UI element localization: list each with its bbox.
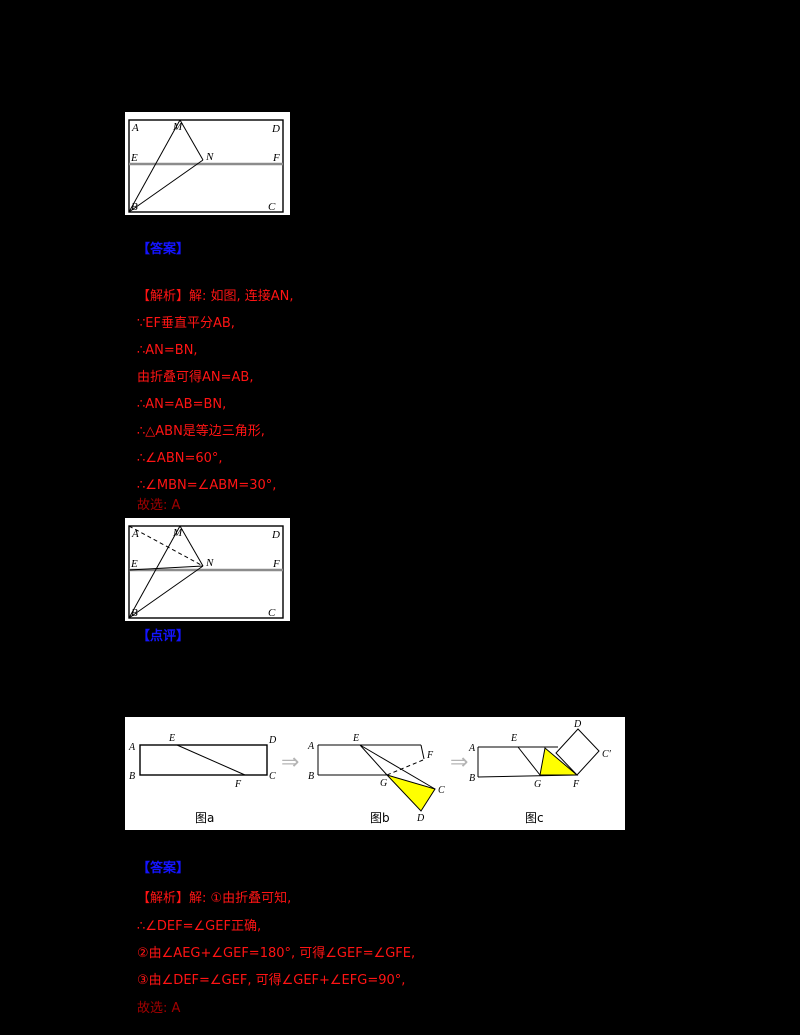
fig-b-segment-ec: [359, 744, 436, 790]
vertex-label-f: F: [572, 779, 580, 790]
solution-line: ∴AN=AB=BN,: [137, 397, 227, 412]
vertex-label-e: E: [130, 558, 138, 570]
vertex-label-f: F: [426, 750, 434, 761]
fold-sequence-drawing: A B E D C F 图a ⇒ A B: [128, 719, 612, 825]
vertex-label-a: A: [468, 743, 476, 754]
vertex-label-a: A: [307, 741, 315, 752]
geometry-figure-1: A M D E N F B C: [125, 112, 290, 215]
fold-sequence-panel: A B E D C F 图a ⇒ A B: [125, 717, 625, 830]
vertex-label-d: D: [271, 123, 280, 135]
fig-b-yellow-flap: [385, 774, 436, 812]
vertex-label-e: E: [130, 152, 138, 164]
arrow-right-icon: ⇒: [450, 750, 468, 775]
solution-line: ∴△ABN是等边三角形,: [137, 424, 265, 439]
solution-line: ∴∠ABN=60°,: [137, 451, 223, 466]
answer-label-2: 【答案】: [137, 861, 190, 876]
vertex-label-m: M: [172, 527, 183, 539]
vertex-label-b: B: [308, 771, 314, 782]
vertex-label-d: D: [268, 735, 277, 746]
vertex-label-d: D: [271, 529, 280, 541]
figure1-drawing: A M D E N F B C: [128, 119, 284, 213]
comment-label: 【点评】: [137, 629, 190, 644]
fig-b-caption: 图b: [370, 811, 390, 825]
solution-line: ∵EF垂直平分AB,: [137, 316, 235, 331]
figure2-segment-bm: [128, 525, 181, 619]
vertex-label-f: F: [272, 152, 280, 164]
figure2-segment-bn: [128, 565, 204, 619]
figure2-segment-mn: [179, 525, 204, 567]
vertex-label-e: E: [510, 733, 517, 744]
solution-line: ②由∠AEG+∠GEF=180°, 可得∠GEF=∠GFE,: [137, 946, 416, 961]
solution-line: ③由∠DEF=∠GEF, 可得∠GEF+∠EFG=90°,: [137, 973, 406, 988]
vertex-label-e: E: [352, 733, 359, 744]
fig-c-caption: 图c: [525, 811, 544, 825]
conclusion-line-1: 故选: A: [137, 498, 181, 513]
vertex-label-f: F: [234, 779, 242, 790]
vertex-label-n: N: [205, 557, 214, 569]
fig-b-dashed-gf: [386, 759, 424, 776]
figure2-segment-en: [128, 565, 204, 571]
fig-c-folded-square: [555, 728, 600, 776]
figure1-rectangle: [128, 119, 284, 213]
conclusion-line-2: 故选: A: [137, 1001, 181, 1016]
vertex-label-c: C: [268, 201, 276, 213]
vertex-label-g: G: [380, 778, 387, 789]
fig-a-crease-ef: [176, 744, 246, 776]
solution-line: 由折叠可得AN=AB,: [137, 370, 254, 385]
fig-c-bottom-edge: [477, 774, 578, 778]
solution-line: 【解析】解: ①由折叠可知,: [137, 891, 292, 906]
vertex-label-c: C: [269, 771, 276, 782]
arrow-right-icon: ⇒: [281, 750, 299, 775]
vertex-label-g: G: [534, 779, 541, 790]
vertex-label-n: N: [205, 151, 214, 163]
fig-c-crease-eg: [517, 746, 541, 776]
fig-a-caption: 图a: [195, 811, 214, 825]
figure1-segment-mn: [179, 119, 204, 161]
vertex-label-c: C: [438, 785, 445, 796]
figure2-rectangle: [128, 525, 284, 619]
vertex-label-b: B: [469, 773, 475, 784]
vertex-label-f: F: [272, 558, 280, 570]
vertex-label-a: A: [131, 528, 139, 540]
vertex-label-b: B: [131, 607, 138, 619]
figure1-segment-bn: [128, 159, 204, 213]
solution-line: 【解析】解: 如图, 连接AN,: [137, 289, 294, 304]
fig-a-rectangle: [139, 744, 268, 776]
figure1-segment-bm: [128, 119, 181, 213]
vertex-label-m: M: [172, 121, 183, 133]
fig-b-right-edge: [420, 744, 425, 760]
vertex-label-d: D: [416, 813, 425, 824]
vertex-label-a: A: [128, 742, 136, 753]
fig-c: A B E G F D C′ 图c: [468, 719, 612, 825]
vertex-label-c-prime: C′: [602, 749, 612, 760]
solution-line: ∴∠DEF=∠GEF正确,: [137, 919, 262, 934]
fig-b: A B E F G C D 图b: [307, 733, 445, 825]
vertex-label-e: E: [168, 733, 175, 744]
vertex-label-d: D: [573, 719, 582, 730]
geometry-figure-2: A M D E N F B C: [125, 518, 290, 621]
vertex-label-b: B: [131, 201, 138, 213]
fig-a: A B E D C F 图a: [128, 733, 277, 825]
vertex-label-b: B: [129, 771, 135, 782]
solution-line: ∴∠MBN=∠ABM=30°,: [137, 478, 277, 493]
answer-label-1: 【答案】: [137, 242, 190, 257]
vertex-label-c: C: [268, 607, 276, 619]
fig-b-crease-eg: [359, 744, 388, 776]
solution-line: ∴AN=BN,: [137, 343, 198, 358]
figure2-dashed-an: [128, 525, 204, 567]
vertex-label-a: A: [131, 122, 139, 134]
figure2-drawing: A M D E N F B C: [128, 525, 284, 619]
